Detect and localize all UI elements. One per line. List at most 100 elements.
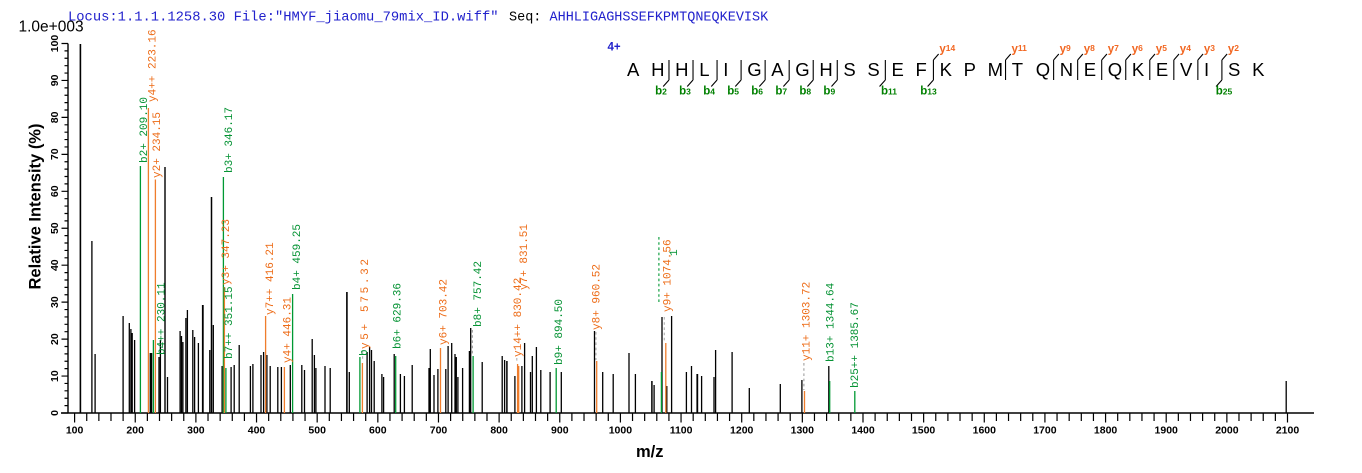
svg-text:b4++ 230.11: b4++ 230.11 <box>156 282 168 355</box>
svg-text:y3: y3 <box>1204 43 1215 56</box>
svg-text:50: 50 <box>49 222 61 234</box>
svg-text:1700: 1700 <box>1033 425 1057 437</box>
svg-text:0: 0 <box>49 410 61 416</box>
svg-text:F: F <box>916 59 927 80</box>
svg-text:y8: y8 <box>1084 43 1095 56</box>
svg-text:Locus:1.1.1.1258.30 File:"HMYF: Locus:1.1.1.1258.30 File:"HMYF_jiaomu_79… <box>68 10 499 26</box>
svg-text:90: 90 <box>49 74 61 86</box>
svg-text:y11+ 1303.72: y11+ 1303.72 <box>802 282 814 361</box>
svg-text:100: 100 <box>66 425 84 437</box>
svg-text:1000: 1000 <box>609 425 633 437</box>
svg-text:y5: y5 <box>1156 43 1167 56</box>
svg-text:300: 300 <box>187 425 205 437</box>
svg-text:2000: 2000 <box>1215 425 1239 437</box>
svg-text:Q: Q <box>1108 59 1122 80</box>
svg-text:A: A <box>771 59 784 80</box>
svg-text:AHHLIGAGHSSEFKPMTQNEQKEVISK: AHHLIGAGHSSEFKPMTQNEQKEVISK <box>550 11 770 26</box>
svg-text:900: 900 <box>551 425 569 437</box>
svg-text:y6: y6 <box>1132 43 1143 56</box>
svg-text:60: 60 <box>49 185 61 197</box>
svg-text:b3+ 346.17: b3+ 346.17 <box>224 107 236 173</box>
svg-text:1400: 1400 <box>851 425 875 437</box>
svg-text:y14: y14 <box>939 43 955 56</box>
svg-text:L: L <box>699 59 709 80</box>
svg-text:T: T <box>1012 59 1023 80</box>
svg-text:30: 30 <box>49 296 61 308</box>
svg-text:A: A <box>627 59 640 80</box>
svg-text:E: E <box>892 59 904 80</box>
svg-text:1.0e+003: 1.0e+003 <box>19 19 84 36</box>
svg-text:y7: y7 <box>1108 43 1119 56</box>
svg-text:y3+ 347.23: y3+ 347.23 <box>221 219 233 285</box>
svg-text:y7++ 416.21: y7++ 416.21 <box>265 242 277 315</box>
svg-text:100: 100 <box>49 35 61 53</box>
svg-text:E: E <box>1084 59 1096 80</box>
svg-text:H: H <box>819 59 832 80</box>
svg-text:I: I <box>1204 59 1209 80</box>
svg-text:b11: b11 <box>881 86 897 98</box>
svg-text:Q: Q <box>1036 59 1050 80</box>
svg-text:K: K <box>940 59 953 80</box>
svg-text:4+: 4+ <box>608 42 621 54</box>
svg-text:y4: y4 <box>1180 43 1191 56</box>
svg-text:1900: 1900 <box>1155 425 1179 437</box>
svg-text:700: 700 <box>430 425 448 437</box>
svg-text:1800: 1800 <box>1094 425 1118 437</box>
svg-text:y9: y9 <box>1060 43 1071 56</box>
svg-text:1100: 1100 <box>670 425 693 437</box>
svg-text:S: S <box>1228 59 1240 80</box>
svg-text:b9+ 894.50: b9+ 894.50 <box>554 299 566 365</box>
svg-text:I: I <box>723 59 728 80</box>
svg-text:P: P <box>964 59 976 80</box>
svg-text:400: 400 <box>248 425 266 437</box>
svg-text:y4++ 223.16: y4++ 223.16 <box>148 29 160 102</box>
svg-text:b7++ 351.15: b7++ 351.15 <box>224 286 236 359</box>
svg-text:G: G <box>747 59 761 80</box>
svg-text:20: 20 <box>49 333 61 345</box>
svg-text:S: S <box>843 59 855 80</box>
svg-text:y7+ 831.51: y7+ 831.51 <box>519 224 531 290</box>
svg-text:800: 800 <box>490 425 508 437</box>
svg-text:b6: b6 <box>751 86 763 98</box>
svg-text:y11: y11 <box>1012 43 1028 56</box>
svg-text:H: H <box>675 59 688 80</box>
svg-text:200: 200 <box>126 425 144 437</box>
svg-text:b7: b7 <box>775 86 787 98</box>
svg-text:y2: y2 <box>1228 43 1239 56</box>
svg-text:1500: 1500 <box>912 425 936 437</box>
svg-text:b9: b9 <box>823 86 835 98</box>
svg-text:H: H <box>651 59 664 80</box>
svg-text:Relative Intensity (%): Relative Intensity (%) <box>27 124 45 290</box>
svg-text:G: G <box>795 59 809 80</box>
svg-text:V: V <box>1180 59 1193 80</box>
svg-text:600: 600 <box>369 425 387 437</box>
svg-text:b6+ 629.36: b6+ 629.36 <box>393 283 405 349</box>
svg-text:b25: b25 <box>1216 86 1233 98</box>
svg-text:b13+ 1344.64: b13+ 1344.64 <box>825 282 837 362</box>
svg-text:500: 500 <box>308 425 326 437</box>
svg-text:b25++ 1385.67: b25++ 1385.67 <box>850 302 862 388</box>
svg-text:1200: 1200 <box>730 425 754 437</box>
svg-text:b4+ 459.25: b4+ 459.25 <box>292 224 304 290</box>
svg-text:80: 80 <box>49 111 61 123</box>
svg-text:b13: b13 <box>920 86 937 98</box>
svg-text:b2: b2 <box>655 86 667 98</box>
svg-text:10: 10 <box>49 370 61 382</box>
svg-text:E: E <box>1156 59 1168 80</box>
svg-text:y9+ 1074.56: y9+ 1074.56 <box>663 239 675 312</box>
svg-text:S: S <box>867 59 879 80</box>
svg-text:Seq:: Seq: <box>509 11 541 26</box>
svg-text:1300: 1300 <box>791 425 815 437</box>
svg-text:K: K <box>1252 59 1265 80</box>
svg-text:1: 1 <box>669 249 681 256</box>
svg-text:N: N <box>1060 59 1073 80</box>
svg-text:K: K <box>1132 59 1145 80</box>
svg-text:b4: b4 <box>703 86 715 98</box>
svg-text:M: M <box>988 59 1003 80</box>
svg-text:m/z: m/z <box>636 443 664 461</box>
svg-text:y6+ 703.42: y6+ 703.42 <box>439 279 451 345</box>
svg-text:b: b <box>359 349 371 356</box>
svg-text:b8+ 757.42: b8+ 757.42 <box>473 261 485 327</box>
svg-text:2100: 2100 <box>1276 425 1300 437</box>
svg-text:y2+ 234.15: y2+ 234.15 <box>152 112 164 178</box>
